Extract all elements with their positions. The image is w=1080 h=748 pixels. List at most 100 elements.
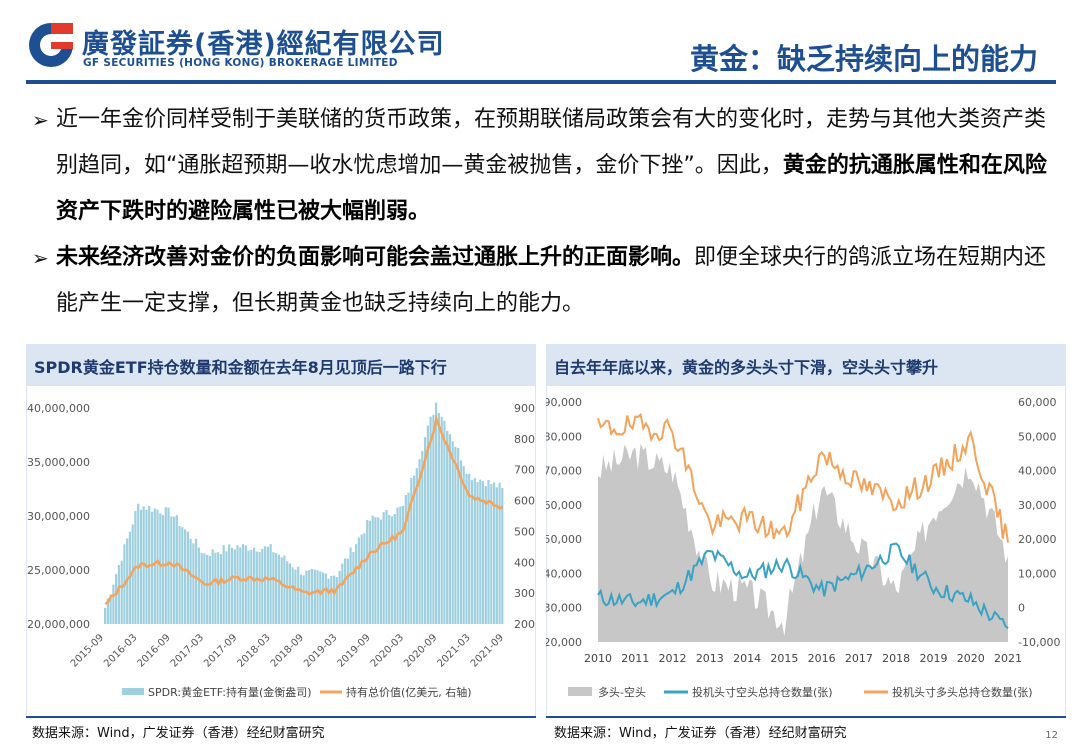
- bullet-1-bold: 黄金的抗通胀属性和在风险资产下跌时的避险属性已被大幅削弱。: [56, 153, 1047, 224]
- etf-holding-bar: [448, 434, 451, 624]
- y-tick-label-left: 20,000,000: [27, 618, 90, 631]
- y-tick-label-right: 0: [1018, 602, 1025, 615]
- etf-holding-bar: [200, 553, 203, 624]
- y-tick-label-left: 40,000: [546, 567, 582, 580]
- logo-english-name: GF SECURITIES (HONG KONG) BROKERAGE LIMI…: [83, 57, 398, 69]
- spdr-etf-chart: 20,000,000 25,000,000 30,000,000 35,000,000…: [27, 402, 535, 699]
- etf-holding-bar: [153, 508, 156, 624]
- bullet-arrow-icon: ➢: [32, 246, 49, 270]
- etf-holding-bar: [244, 545, 247, 624]
- left-chart-title: SPDR黄金ETF持仓数量和金额在去年8月见顶后一路下行: [26, 344, 536, 386]
- x-tick-label: 2016-03: [102, 632, 139, 669]
- etf-holding-bar: [324, 573, 327, 624]
- y-tick-label-right: 200: [514, 618, 535, 631]
- y-tick-label-left: 30,000: [546, 602, 582, 615]
- etf-holding-bar: [363, 533, 366, 624]
- x-tick-label: 2020-09: [402, 632, 439, 669]
- etf-holding-bar: [294, 569, 297, 624]
- etf-holding-bar: [310, 569, 314, 624]
- etf-holding-bar: [225, 551, 228, 624]
- etf-holding-bar: [131, 524, 134, 624]
- etf-holding-bar: [222, 545, 225, 624]
- left-source-divider: [26, 716, 536, 718]
- etf-holding-bar: [487, 480, 490, 624]
- y-tick-label-left: 40,000,000: [27, 402, 90, 415]
- etf-holding-bar: [269, 544, 272, 624]
- etf-holding-bar: [443, 420, 446, 624]
- y-tick-label-right: 600: [514, 495, 535, 508]
- y-tick-label-right: 900: [514, 402, 535, 415]
- etf-holding-bar: [184, 529, 187, 624]
- x-tick-label: 2021-09: [469, 632, 506, 669]
- etf-holding-bar: [404, 495, 407, 624]
- etf-holding-bar: [308, 569, 311, 624]
- etf-holding-bar: [286, 561, 289, 624]
- x-tick-label: 2015: [770, 652, 798, 665]
- etf-holding-bar: [112, 584, 115, 624]
- etf-holding-bar: [399, 506, 402, 624]
- legend-label-etf-holding: SPDR:黄金ETF:持有量(金衡盎司): [148, 685, 312, 699]
- etf-holding-bar: [407, 492, 410, 624]
- etf-holding-bar: [481, 481, 485, 624]
- y-tick-label-left: 20,000: [546, 636, 582, 649]
- legend-label-etf-value: 持有总价值(亿美元, 右轴): [346, 685, 472, 699]
- legend-label-short: 投机头寸空头总持仓数量(张): [692, 685, 833, 699]
- y-tick-label-right: 40,000: [1018, 465, 1057, 478]
- etf-holding-bar: [208, 555, 211, 624]
- etf-holding-bar: [393, 514, 396, 624]
- y-tick-label-left: 35,000,000: [27, 456, 90, 469]
- etf-holding-bar: [401, 505, 405, 624]
- y-tick-label-right: 20,000: [1018, 533, 1057, 546]
- etf-holding-bar: [462, 466, 465, 624]
- x-tick-label: 2018-03: [235, 632, 272, 669]
- etf-holding-bar: [379, 519, 383, 624]
- etf-holding-bar: [457, 448, 460, 624]
- etf-holding-bar: [211, 549, 214, 624]
- x-tick-label: 2012: [659, 652, 687, 665]
- etf-holding-bar: [139, 509, 143, 624]
- etf-holding-bar: [440, 416, 443, 624]
- etf-holding-bar: [501, 487, 504, 624]
- etf-holding-bar: [426, 425, 429, 624]
- etf-holding-bar: [106, 598, 109, 624]
- legend-swatch-net: [568, 687, 592, 696]
- etf-holding-bar: [355, 544, 358, 624]
- etf-holding-bar: [346, 558, 349, 624]
- etf-holding-bar: [424, 437, 427, 624]
- x-tick-label: 2017-09: [202, 632, 239, 669]
- etf-holding-bar: [150, 511, 154, 624]
- etf-holding-bar: [344, 558, 347, 624]
- etf-holding-bar: [459, 460, 463, 624]
- etf-holding-bar: [255, 551, 258, 624]
- etf-holding-bar: [305, 570, 308, 624]
- company-logo: 廣發証券(香港)經紀有限公司 GF SECURITIES (HONG KONG)…: [26, 20, 444, 72]
- etf-holding-bar: [178, 526, 181, 624]
- etf-holding-bar: [415, 468, 418, 624]
- x-tick-label: 2019: [919, 652, 947, 665]
- short-position-line: [597, 542, 1009, 630]
- etf-holding-bar: [451, 441, 454, 624]
- etf-holding-bar: [161, 515, 165, 624]
- etf-holding-bar: [360, 534, 363, 624]
- etf-holding-bar: [206, 554, 209, 624]
- etf-holding-bar: [421, 450, 424, 624]
- x-tick-label: 2011: [621, 652, 649, 665]
- etf-holding-bar: [473, 478, 476, 624]
- etf-holding-bar: [476, 482, 479, 624]
- etf-holding-bar: [203, 553, 206, 624]
- x-tick-label: 2014: [733, 652, 761, 665]
- etf-holding-bar: [253, 547, 256, 624]
- etf-holding-bar: [266, 546, 269, 624]
- bullet-list: ➢ 近一年金价同样受制于美联储的货币政策，在预期联储局政策会有大的变化时，走势与…: [32, 97, 1062, 327]
- etf-holding-bar: [117, 565, 120, 624]
- etf-holding-bar: [382, 512, 385, 624]
- right-panel-frame: [546, 386, 1066, 716]
- etf-holding-bar: [390, 516, 394, 624]
- title-divider: [26, 80, 1056, 84]
- etf-holding-bar: [313, 569, 316, 624]
- etf-holding-bar: [175, 515, 178, 624]
- etf-holding-bar: [120, 560, 123, 624]
- left-data-source: 数据来源：Wind，广发证券（香港）经纪财富研究: [32, 726, 325, 741]
- etf-holding-bar: [465, 473, 468, 624]
- y-tick-label-right: 500: [514, 525, 535, 538]
